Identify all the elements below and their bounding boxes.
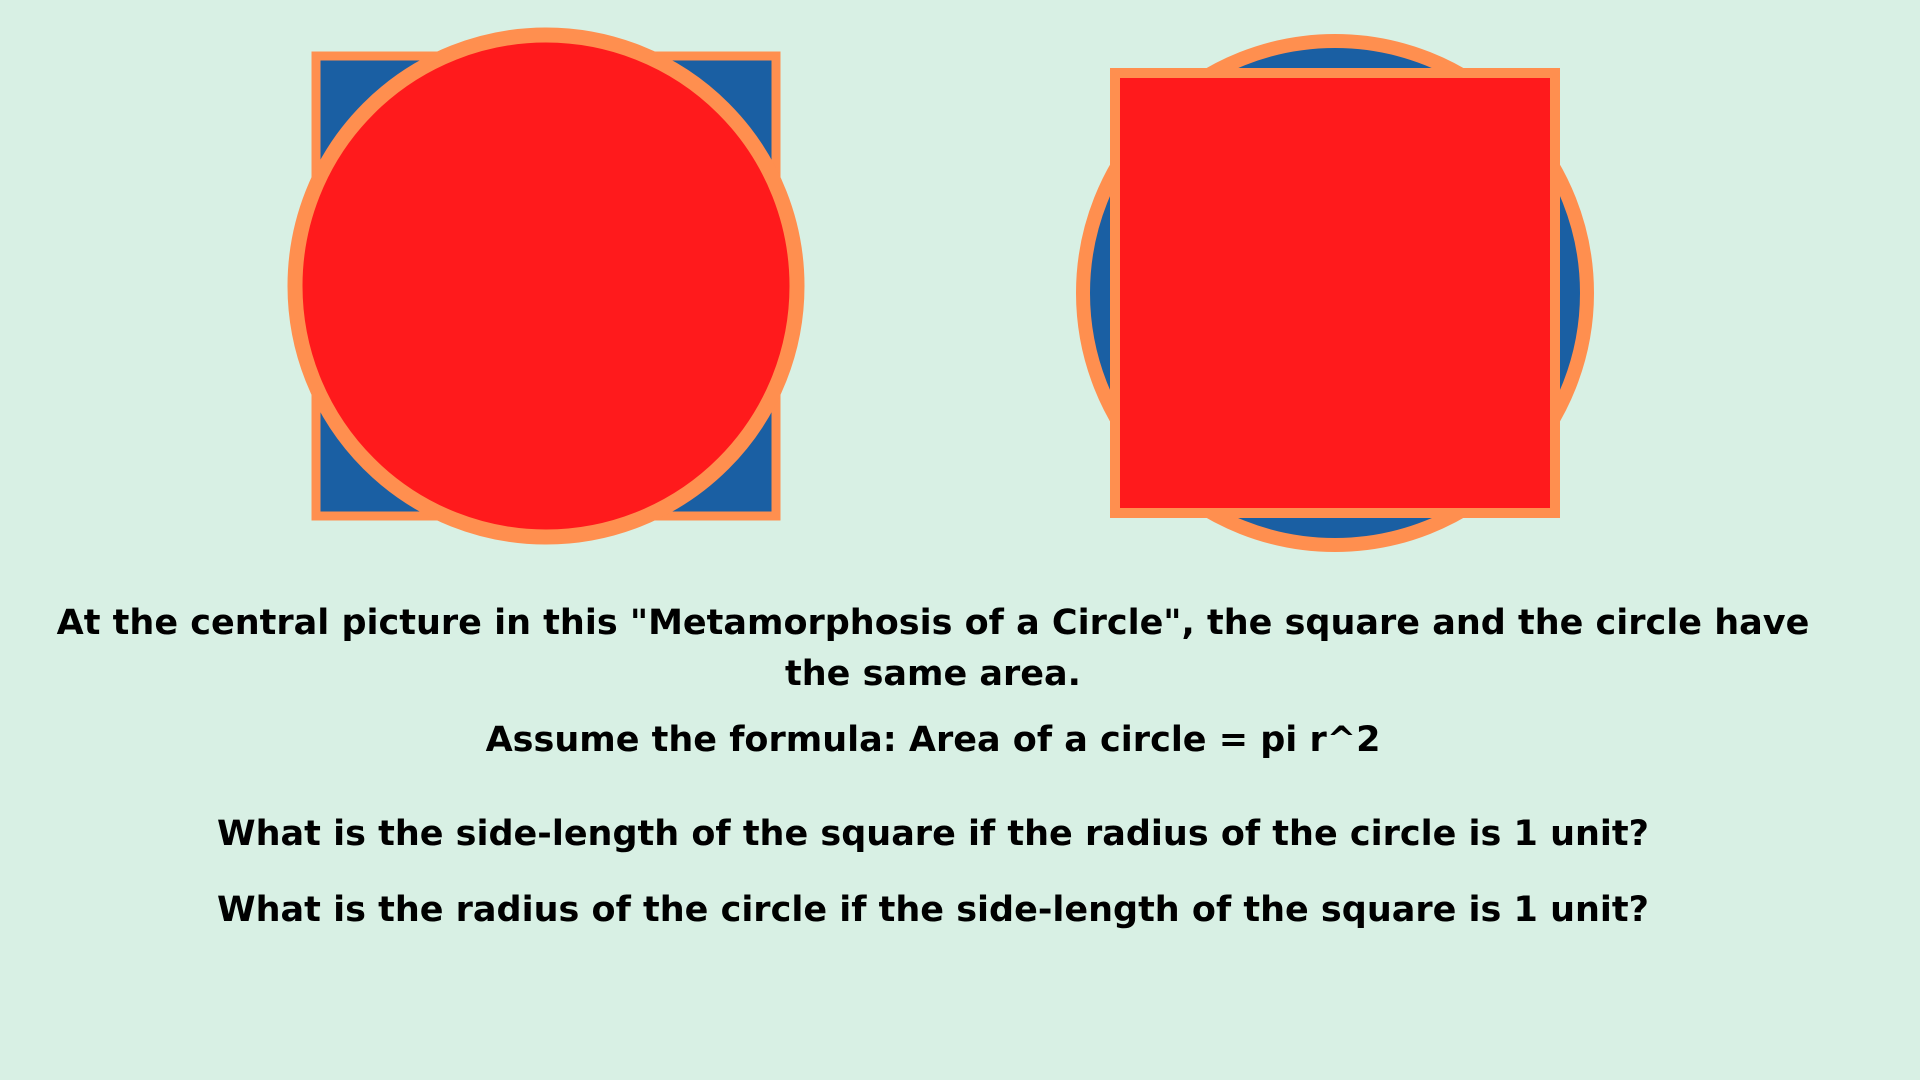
circle-over-square-figure <box>287 27 805 545</box>
question-radius: What is the radius of the circle if the … <box>217 890 1649 930</box>
square-over-circle-figure <box>1076 34 1594 552</box>
problem-statement: At the central picture in this "Metamorp… <box>56 603 1810 694</box>
formula-hint: Assume the formula: Area of a circle = p… <box>485 720 1381 760</box>
question-side-length: What is the side-length of the square if… <box>217 814 1649 854</box>
figures-canvas <box>287 27 1594 552</box>
front-circle <box>287 27 805 545</box>
front-square <box>1110 68 1560 518</box>
